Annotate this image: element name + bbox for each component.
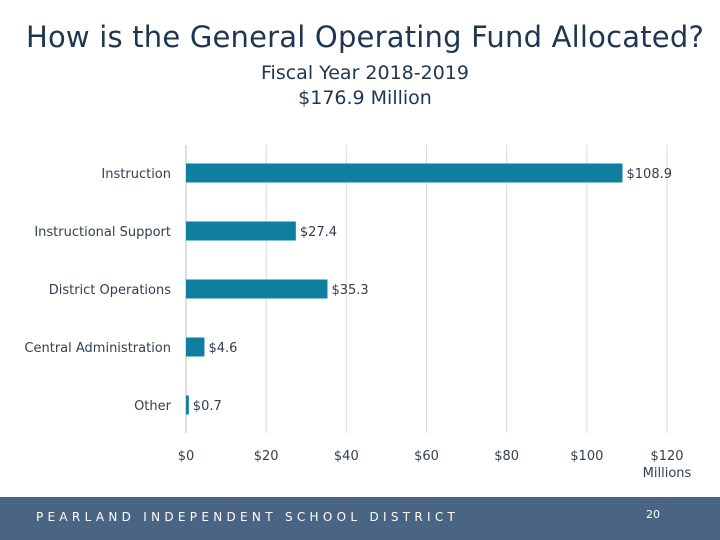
slide-title: How is the General Operating Fund Alloca… xyxy=(25,20,705,54)
x-axis-unit-label: Millions xyxy=(643,466,692,481)
data-label: $27.4 xyxy=(300,225,337,240)
slide-subtitle-fiscal-year: Fiscal Year 2018-2019 xyxy=(261,62,469,84)
category-label: Other xyxy=(134,399,172,414)
bar xyxy=(186,395,189,415)
allocation-bar-chart: Instruction $108.9 Instructional Support $2… xyxy=(24,145,692,481)
category-label: Instructional Support xyxy=(34,225,171,240)
x-tick-label: $0 xyxy=(178,449,195,464)
footer-district-name: PEARLAND INDEPENDENT SCHOOL DISTRICT xyxy=(36,510,460,524)
category-label: Instruction xyxy=(101,167,171,182)
x-tick-label: $40 xyxy=(334,449,359,464)
page-number: 20 xyxy=(646,508,660,521)
bar xyxy=(186,337,205,357)
x-tick-label: $60 xyxy=(414,449,439,464)
data-label: $35.3 xyxy=(331,283,368,298)
bar xyxy=(186,163,623,183)
x-tick-label: $80 xyxy=(494,449,519,464)
data-label: $4.6 xyxy=(208,341,237,356)
category-label: Central Administration xyxy=(24,341,171,356)
x-tick-label: $100 xyxy=(570,449,603,464)
x-tick-label: $20 xyxy=(254,449,279,464)
data-label: $108.9 xyxy=(627,167,673,182)
category-label: District Operations xyxy=(49,283,172,298)
bar xyxy=(186,279,328,299)
bar xyxy=(186,221,296,241)
slide-subtitle-total: $176.9 Million xyxy=(298,87,432,109)
x-tick-label: $120 xyxy=(650,449,683,464)
data-label: $0.7 xyxy=(193,399,222,414)
footer-bar: PEARLAND INDEPENDENT SCHOOL DISTRICT 20 xyxy=(0,497,720,540)
